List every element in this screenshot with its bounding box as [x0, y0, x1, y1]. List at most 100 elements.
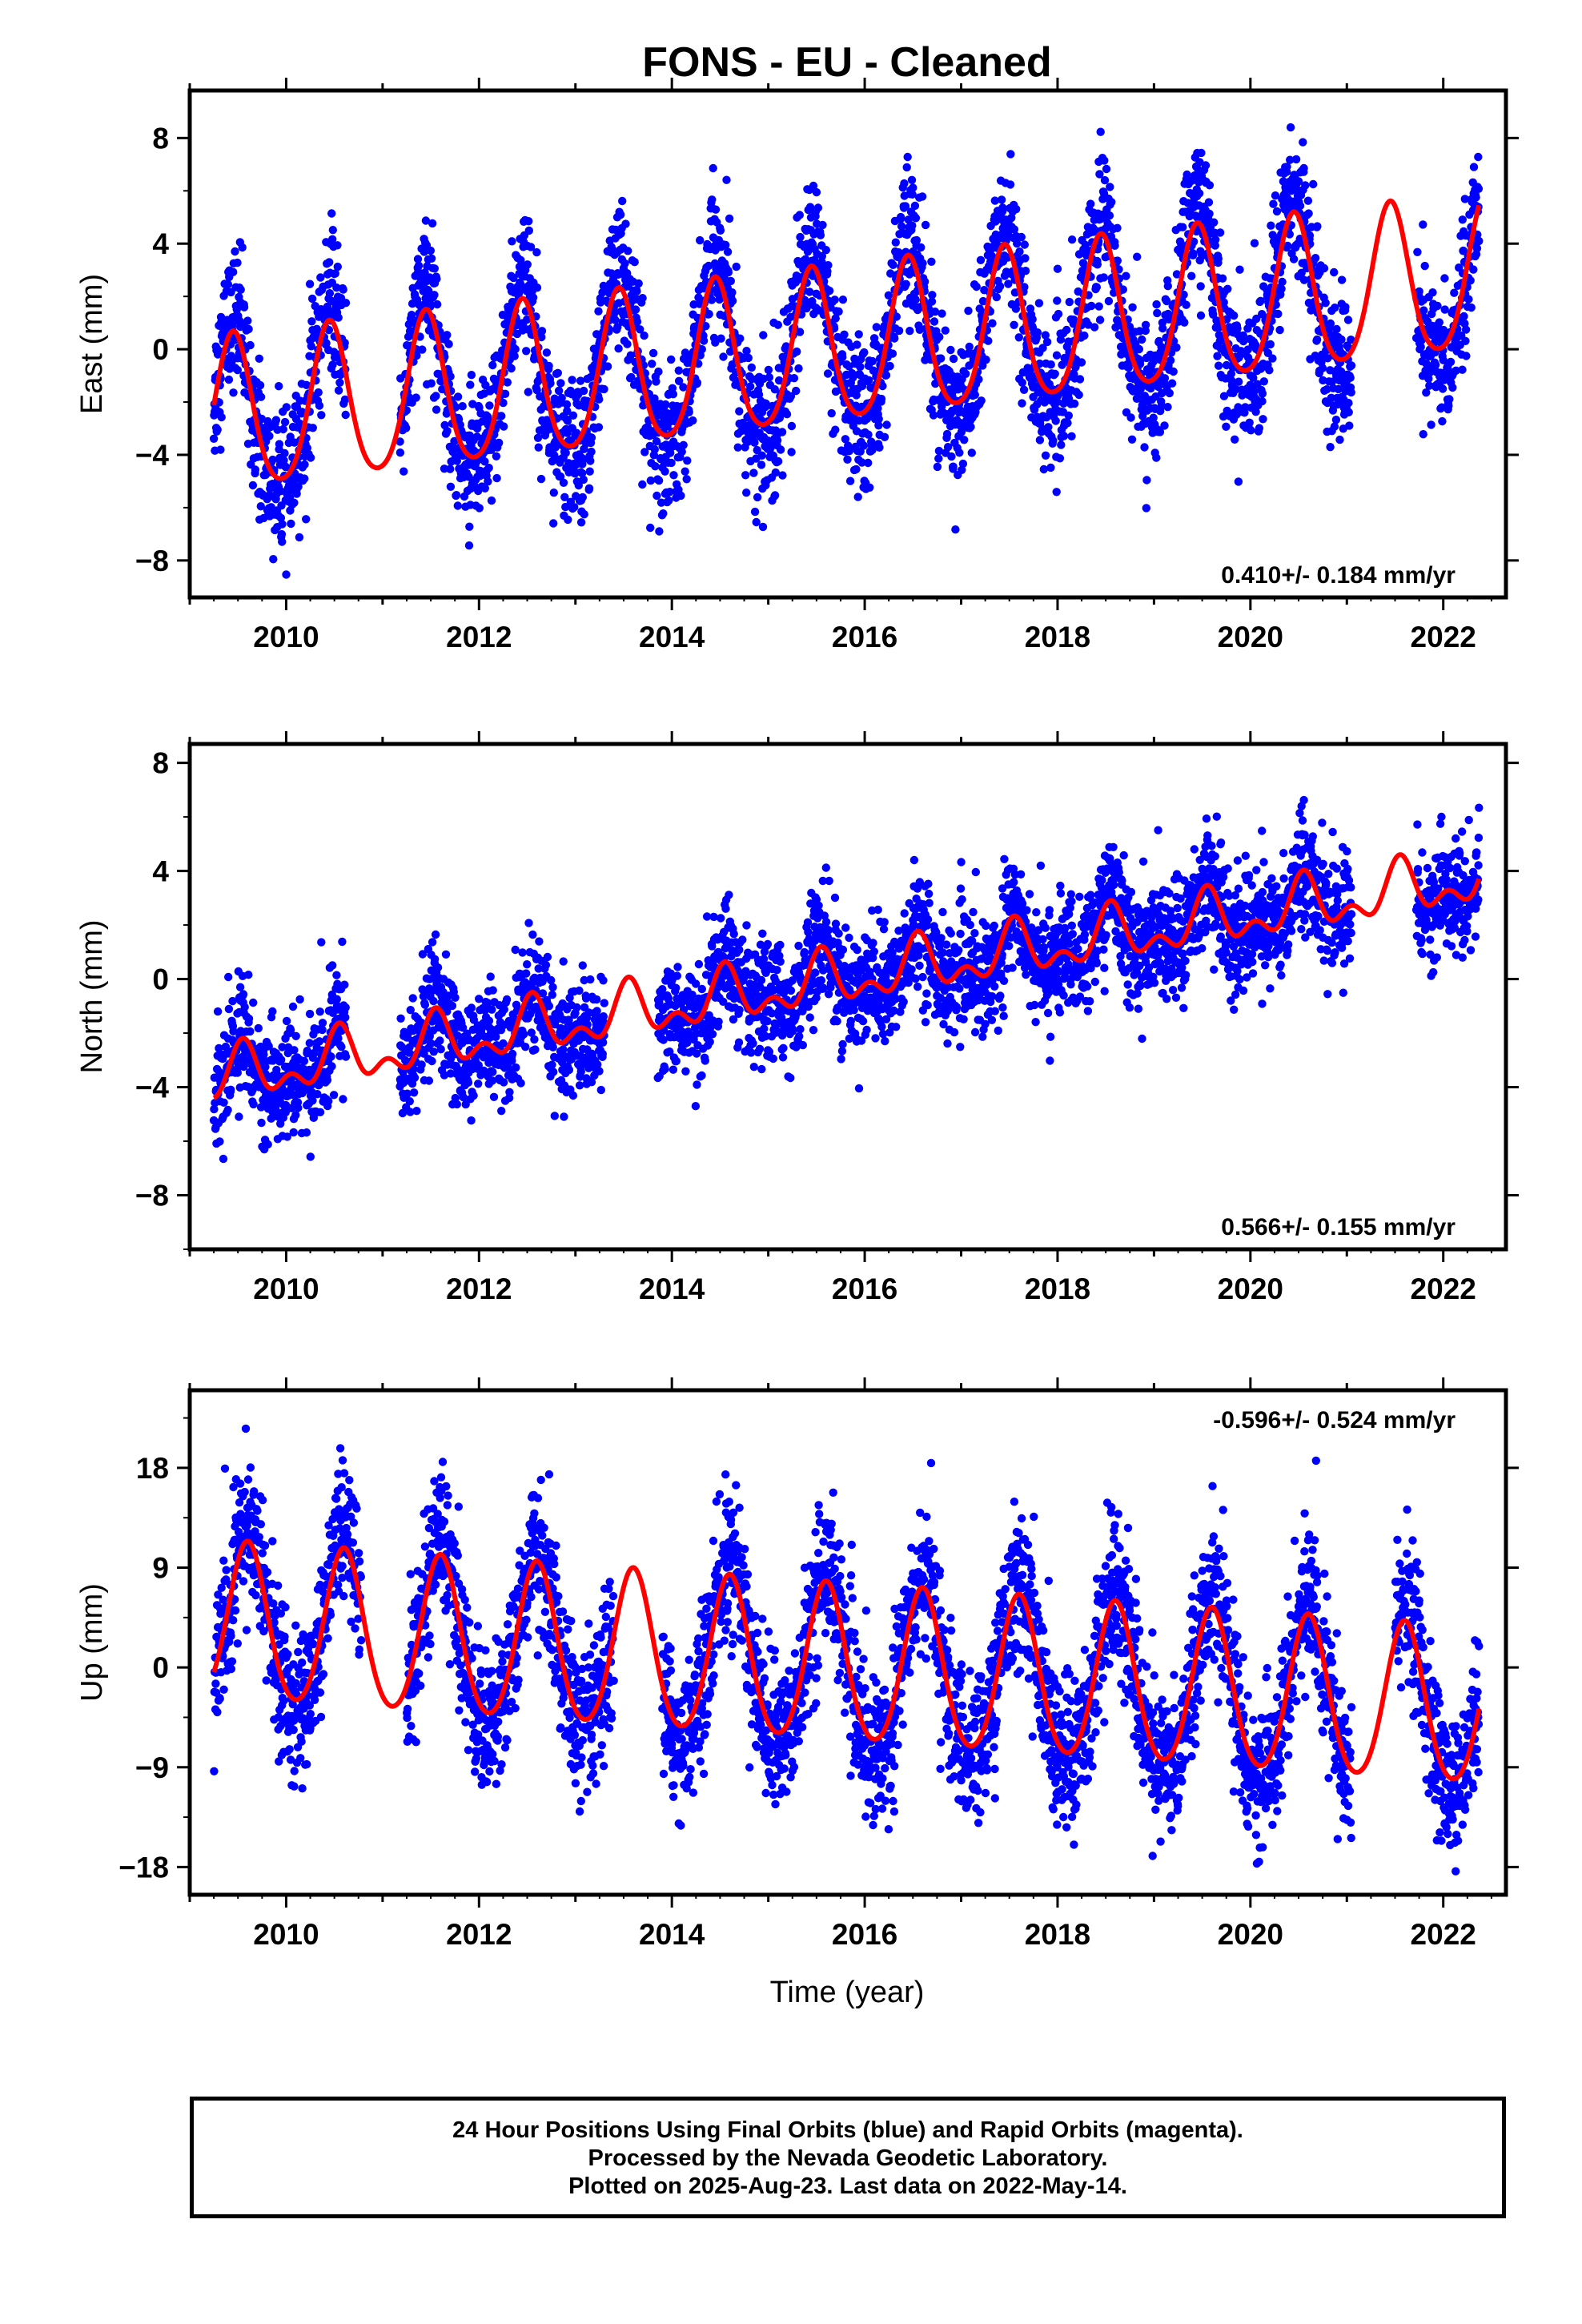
- data-point: [1055, 454, 1065, 463]
- data-point: [412, 393, 420, 402]
- data-point: [771, 468, 780, 477]
- data-point: [413, 255, 423, 263]
- data-point: [1214, 361, 1223, 370]
- data-point: [1472, 193, 1480, 202]
- data-point: [1012, 204, 1021, 214]
- data-point: [984, 336, 993, 345]
- data-point: [292, 489, 301, 498]
- data-point: [823, 369, 833, 378]
- data-point: [669, 390, 678, 399]
- data-point: [523, 315, 532, 324]
- data-point: [1286, 155, 1295, 164]
- data-point: [1428, 288, 1437, 297]
- data-point: [655, 527, 664, 536]
- data-point: [841, 435, 850, 444]
- data-point: [1347, 388, 1355, 397]
- data-point: [885, 361, 894, 371]
- data-point: [652, 491, 661, 501]
- data-point: [315, 1007, 324, 1016]
- data-point: [268, 1007, 277, 1016]
- data-point: [430, 264, 439, 273]
- data-point: [278, 520, 287, 529]
- data-point: [646, 476, 655, 485]
- data-point: [305, 1009, 315, 1019]
- data-point: [532, 386, 541, 395]
- data-point: [1006, 180, 1015, 189]
- data-point: [787, 448, 796, 456]
- data-point: [334, 386, 343, 395]
- data-point: [878, 381, 887, 391]
- data-point: [508, 1049, 517, 1059]
- data-point: [955, 448, 964, 457]
- data-point: [827, 408, 836, 418]
- data-point: [1272, 207, 1282, 216]
- data-point: [632, 317, 642, 326]
- data-point: [341, 1013, 350, 1022]
- model-curve: [211, 198, 1482, 481]
- data-point: [595, 395, 604, 404]
- data-point: [1271, 191, 1280, 200]
- data-point: [410, 1073, 420, 1083]
- data-point: [500, 1078, 508, 1087]
- data-point: [538, 989, 548, 998]
- east-panel: 2010 2012 2014 2016 2018 2020 2022−8−4048East …: [75, 78, 1519, 653]
- data-point: [1327, 377, 1337, 386]
- data-point: [1065, 297, 1074, 307]
- data-point: [487, 496, 496, 505]
- data-point: [414, 261, 424, 270]
- data-point: [290, 1046, 299, 1055]
- data-point: [1122, 271, 1130, 280]
- data-point: [1326, 443, 1335, 452]
- data-point: [248, 480, 258, 490]
- data-point: [532, 283, 542, 292]
- data-point: [409, 1064, 418, 1074]
- data-point: [651, 462, 660, 471]
- data-point: [796, 232, 805, 242]
- data-point: [992, 292, 1002, 302]
- data-point: [335, 378, 344, 387]
- data-point: [1250, 387, 1259, 396]
- data-point: [722, 175, 731, 184]
- data-point: [511, 344, 520, 354]
- data-points: [209, 795, 1484, 1164]
- x-tick-label: 2016: [832, 621, 897, 653]
- data-point: [840, 330, 849, 339]
- data-point: [235, 1112, 243, 1121]
- data-point: [236, 285, 245, 294]
- data-point: [659, 509, 668, 518]
- data-point: [340, 980, 349, 989]
- data-point: [314, 388, 323, 397]
- data-point: [432, 405, 441, 414]
- data-point: [1163, 282, 1173, 291]
- data-point: [406, 1108, 415, 1116]
- data-point: [1160, 374, 1170, 383]
- data-point: [1018, 399, 1026, 408]
- data-point: [1335, 435, 1344, 444]
- data-point: [505, 1088, 514, 1097]
- data-point: [949, 354, 958, 364]
- data-point: [443, 1007, 452, 1016]
- data-point: [488, 986, 497, 995]
- data-point: [587, 433, 596, 442]
- data-point: [229, 267, 238, 276]
- data-point: [1028, 315, 1037, 324]
- data-point: [1152, 300, 1161, 309]
- data-point: [1241, 403, 1250, 412]
- data-point: [522, 969, 531, 978]
- data-point: [982, 356, 990, 364]
- data-point: [1160, 421, 1169, 430]
- data-point: [594, 423, 604, 432]
- data-point: [430, 291, 439, 300]
- data-point: [288, 1002, 298, 1011]
- data-point: [499, 1039, 508, 1048]
- data-point: [752, 517, 761, 527]
- data-point: [568, 376, 576, 384]
- data-point: [1092, 283, 1102, 292]
- data-point: [465, 522, 474, 531]
- data-point: [443, 331, 452, 340]
- data-point: [889, 260, 897, 269]
- data-point: [546, 379, 555, 388]
- data-point: [329, 1091, 339, 1100]
- data-point: [459, 1092, 468, 1102]
- data-point: [464, 1078, 473, 1087]
